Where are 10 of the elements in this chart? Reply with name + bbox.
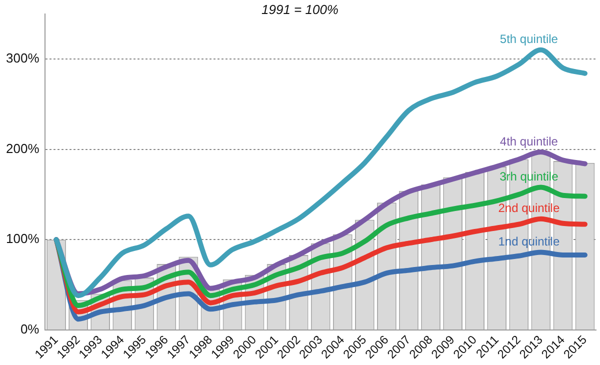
series-label: 2nd quintile — [498, 201, 560, 216]
y-tick-label: 100% — [6, 231, 40, 246]
series-label: 5th quintile — [500, 32, 558, 46]
series-label: 4th quintile — [500, 134, 558, 148]
chart-title: 1991 = 100% — [260, 2, 340, 17]
y-tick-label: 300% — [6, 50, 40, 66]
series-label: 3rh quintile — [500, 170, 559, 184]
y-tick-label: 200% — [6, 140, 40, 156]
y-tick-label: 0% — [20, 322, 40, 337]
series-label: 1nd quintile — [498, 234, 560, 249]
